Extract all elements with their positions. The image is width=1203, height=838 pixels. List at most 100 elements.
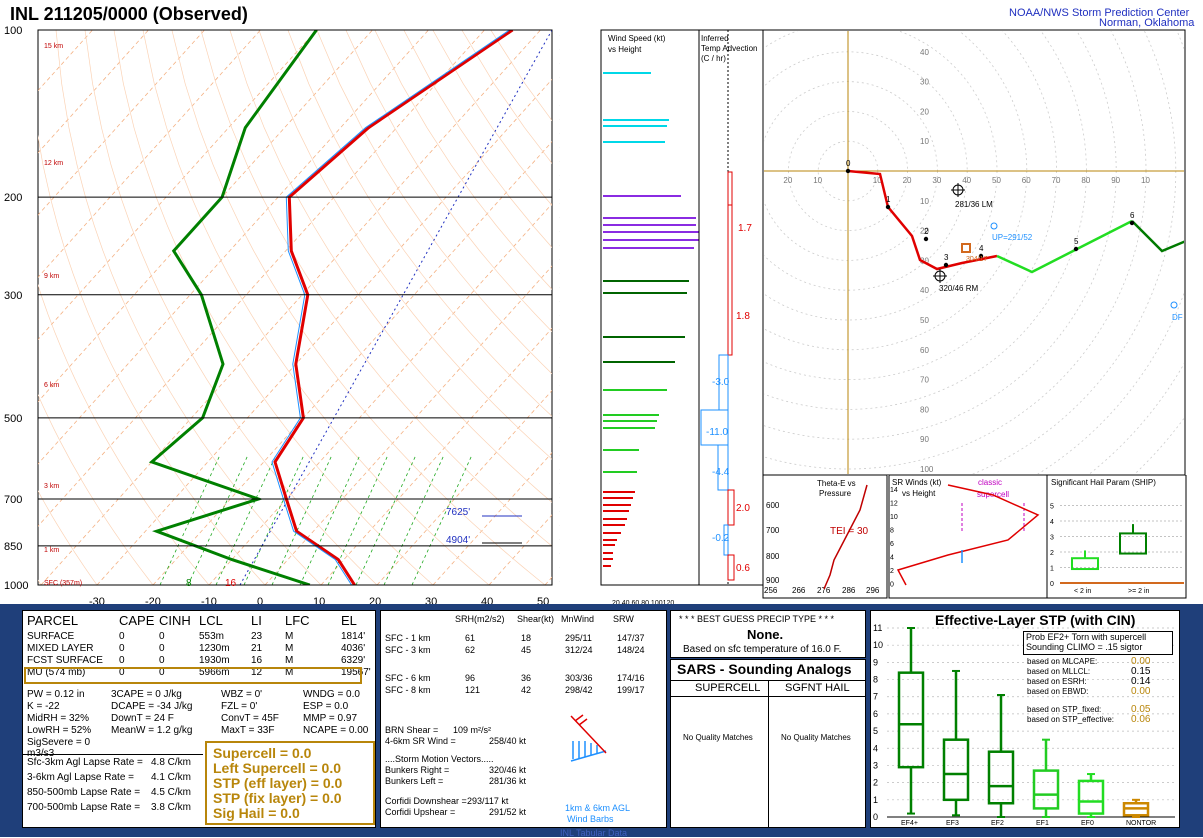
ship-y-label: 1 [1050, 566, 1054, 573]
height-label: 1 km [44, 547, 59, 554]
kin-cell: 147/37 [617, 633, 645, 643]
isotherm [38, 30, 317, 341]
hodo-y-tick: 50 [920, 316, 929, 325]
hodo-y-tick: 90 [920, 435, 929, 444]
wind-profile-axis: 20 40 60 80 100120 [612, 600, 674, 607]
index-value: PW = 0.12 in [27, 689, 85, 700]
hodo-x-tick: 50 [992, 176, 1001, 185]
srw-classic: classic [978, 478, 1002, 487]
kin-cell: 199/17 [617, 685, 645, 695]
wind-profile-subtitle: vs Height [608, 45, 642, 54]
footer-label: INL Tabular Data [560, 828, 628, 838]
srw-y-label: 4 [890, 555, 894, 562]
composite-index: Supercell = 0.0 [213, 745, 312, 761]
lapse-rate-label: 700-500mb Lapse Rate = [27, 802, 141, 813]
temp-adv-title3: (C / hr) [701, 54, 726, 63]
stp-prob-value: 0.14 [1131, 676, 1151, 687]
pressure-label-300: 300 [4, 290, 22, 302]
hodo-x-tick: 30 [932, 176, 941, 185]
isotherm [96, 78, 552, 585]
temp-adv-value: -11.0 [706, 427, 728, 438]
parcel-cell: 0 [119, 643, 125, 654]
height-label: 9 km [44, 273, 59, 280]
hodo-y-tick: 20 [920, 107, 929, 116]
srw46-value: 258/40 kt [489, 736, 527, 746]
isotherm [152, 141, 552, 585]
hodo-y-tick: 10 [920, 197, 929, 206]
hodo-point [943, 262, 949, 268]
temp-adv-title2: Temp Advection [701, 44, 757, 53]
index-value: WBZ = 0' [221, 689, 263, 700]
height-label: SFC (357m) [44, 580, 82, 587]
ship-box-small [1071, 557, 1099, 571]
df-marker [1170, 301, 1178, 309]
parcel-header: LCL [199, 613, 223, 628]
stp-prob-value: 0.06 [1131, 714, 1151, 725]
hodo-x-tick: 70 [1052, 176, 1061, 185]
kin-cell: 42 [521, 685, 532, 695]
hodo-x-tick: 60 [1022, 176, 1031, 185]
df-label: DF [1172, 313, 1183, 322]
lapse-rate-label: 850-500mb Lapse Rate = [27, 787, 141, 798]
kin-cell: 61 [465, 633, 476, 643]
kin-cell: 62 [465, 645, 476, 655]
kin-cell: 121 [465, 685, 481, 695]
stp-y-label: 9 [873, 657, 878, 667]
hodo-x-tick: 10 [813, 176, 822, 185]
composite-index: STP (fix layer) = 0.0 [213, 790, 342, 806]
height-label: 15 km [44, 43, 63, 50]
sars-supercell-matches: No Quality Matches [683, 733, 753, 742]
isotherm [38, 30, 373, 403]
hodo-inner: 20 10 10 20 30 40 50 60 70 80 90 104030201010203040… [764, 31, 1184, 474]
skewt-chart: 100 200 300 500 700 850 1000 15 km 12 km 9 km 6 km… [4, 25, 560, 608]
wind-profile-title: Wind Speed (kt) [608, 34, 666, 43]
parcel-cell: SURFACE [27, 631, 75, 642]
kin-cell: 96 [465, 673, 476, 683]
hodo-y-tick: 100 [920, 465, 934, 474]
surface-dewpoint-label: 8 [186, 578, 192, 589]
hodo-x-tick: 20 [903, 176, 912, 185]
parcel-cell: 21 [251, 643, 263, 654]
thetae-x256: 256 [764, 586, 778, 595]
temp-adv-value: -0.2 [712, 533, 730, 544]
parcel-cell: 1930m [199, 655, 230, 666]
stp-prob-value: 0.05 [1131, 704, 1151, 715]
wind-speed-profile: Wind Speed (kt) vs Height 20 40 60 80 10… [600, 29, 700, 607]
temp-adv-bar [727, 554, 735, 581]
kin-cell: 312/24 [565, 645, 593, 655]
corfidi-up-label: Corfidi Upshear = [385, 807, 456, 817]
parcel-header: CAPE [119, 613, 155, 628]
stp-prob-label: based on MLCAPE: [1027, 657, 1098, 666]
location-label: Norman, Oklahoma [1099, 17, 1195, 29]
thetae-panel: Theta-E vs Pressure TEI = 30 600 700 800… [762, 475, 888, 599]
kin-cell: 18 [521, 633, 532, 643]
stp-box [942, 738, 970, 802]
ship-y-label: 2 [1050, 550, 1054, 557]
sars-title: SARS - Sounding Analogs [677, 661, 852, 677]
bunkers-left-value: 281/36 kt [489, 776, 527, 786]
sr-winds-panel: SR Winds (kt) vs Height classic supercel… [888, 475, 1048, 599]
parcel-cell: 0 [159, 655, 165, 666]
kin-cell: SFC - 3 km [385, 645, 431, 655]
temp-adv-value: -3.0 [712, 377, 730, 388]
mean-wind-label: 304/17 [966, 256, 988, 263]
kin-cell: 45 [521, 645, 532, 655]
storm-motion-title: ....Storm Motion Vectors..... [385, 754, 494, 764]
lapse-rate-label: Sfc-3km Agl Lapse Rate = [27, 757, 143, 768]
stp-box [1077, 779, 1105, 815]
hodo-point [1129, 220, 1135, 226]
kin-cell: SFC - 1 km [385, 633, 431, 643]
precip-title: * * * BEST GUESS PRECIP TYPE * * * [679, 614, 835, 624]
index-value: FZL = 0' [221, 701, 258, 712]
pressure-label-850: 850 [4, 541, 22, 553]
kin-cell: SFC - 8 km [385, 685, 431, 695]
temp-adv-title: Inferred [701, 34, 729, 43]
parcel-cell: M [285, 643, 294, 654]
isotherm [264, 265, 552, 585]
thetae-line [823, 484, 868, 590]
isotherm [38, 30, 485, 527]
stp-prob-value: 0.15 [1131, 666, 1151, 677]
srw-subtitle: vs Height [902, 489, 936, 498]
pressure-label-200: 200 [4, 192, 22, 204]
